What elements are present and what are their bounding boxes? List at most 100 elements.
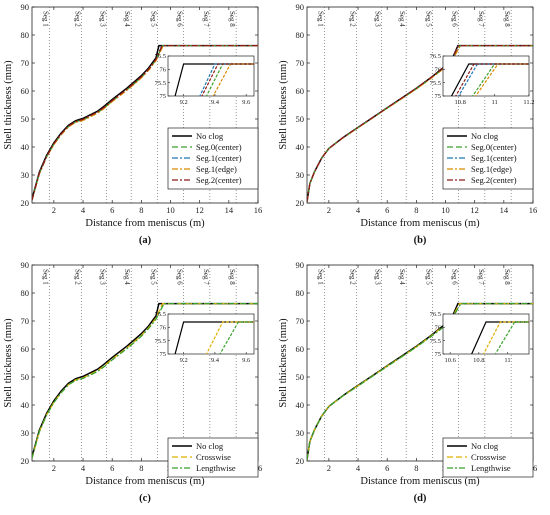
inset-x-tick-label: 9.6 xyxy=(242,99,251,106)
y-tick-label: 20 xyxy=(21,456,30,466)
segment-label: Seg 7 xyxy=(202,11,210,27)
x-tick-label: 8 xyxy=(139,205,143,215)
y-tick-label: 60 xyxy=(296,86,305,96)
x-tick-label: 6 xyxy=(110,463,114,473)
segment-label: Seg 8 xyxy=(503,11,511,27)
y-tick-label: 60 xyxy=(21,344,30,354)
inset-y-tick-label: 76 xyxy=(160,325,167,332)
x-tick-label: 6 xyxy=(385,205,389,215)
chart-panel: Seg 1 Seg 2 Seg 3 Seg 4 Seg 5 Seg 6 Seg 7 Seg 8… xyxy=(3,260,285,504)
y-tick-label: 20 xyxy=(296,198,305,208)
legend-entry: Crosswise xyxy=(196,452,231,462)
y-tick-label: 40 xyxy=(21,400,30,410)
inset-x-tick-label: 9.2 xyxy=(180,357,188,364)
chart-panel: Seg 1 Seg 2 Seg 3 Seg 4 Seg 5 Seg 6 Seg 7 Seg 8… xyxy=(3,2,285,246)
segment-label: Seg 7 xyxy=(202,269,210,285)
x-tick-label: 16 xyxy=(529,205,538,215)
inset-x-tick-label: 9.4 xyxy=(211,357,220,364)
y-axis-label: Shell thickness (mm) xyxy=(278,318,289,408)
y-tick-label: 90 xyxy=(21,2,30,12)
segment-label: Seg 6 xyxy=(176,269,184,285)
segment-label: Seg 3 xyxy=(373,269,381,285)
x-tick-label: 8 xyxy=(414,205,418,215)
x-tick-label: 6 xyxy=(385,463,389,473)
y-tick-label: 50 xyxy=(296,372,305,382)
inset-y-tick-label: 75.5 xyxy=(430,80,441,87)
inset-x-tick-label: 10.8 xyxy=(473,357,484,364)
segment-label: Seg 2 xyxy=(74,269,82,285)
y-tick-label: 70 xyxy=(296,316,305,326)
x-tick-label: 2 xyxy=(52,205,56,215)
y-axis-label: Shell thickness (mm) xyxy=(3,60,14,150)
inset-y-tick-label: 75.5 xyxy=(430,338,441,345)
y-tick-label: 20 xyxy=(296,456,305,466)
x-tick-label: 4 xyxy=(356,463,361,473)
y-tick-label: 90 xyxy=(296,2,305,12)
panel-letter: (c) xyxy=(139,493,151,504)
y-tick-label: 80 xyxy=(296,30,305,40)
y-tick-label: 40 xyxy=(296,142,305,152)
x-tick-label: 12 xyxy=(470,205,479,215)
x-tick-label: 8 xyxy=(414,463,418,473)
chart-panel: Seg 1 Seg 2 Seg 3 Seg 4 Seg 5 Seg 6 Seg 7 Seg 8… xyxy=(278,260,550,504)
segment-label: Seg 8 xyxy=(228,269,236,285)
segment-label: Seg 1 xyxy=(41,269,49,285)
x-tick-label: 4 xyxy=(356,205,361,215)
plot-area xyxy=(32,265,258,461)
x-tick-label: 2 xyxy=(327,205,331,215)
plot-area xyxy=(307,265,533,461)
inset-box xyxy=(443,314,529,354)
inset-box xyxy=(443,56,529,96)
x-tick-label: 10 xyxy=(441,205,450,215)
inset-x-tick-label: 9.4 xyxy=(211,99,220,106)
x-axis-label: Distance from meniscus (m) xyxy=(85,476,205,487)
panel-letter: (b) xyxy=(414,235,427,246)
x-tick-label: 14 xyxy=(225,205,234,215)
x-tick-label: 8 xyxy=(139,463,143,473)
legend-entry: No clog xyxy=(196,441,224,451)
legend-entry: Seg.2(center) xyxy=(196,175,242,185)
inset-y-tick-label: 75 xyxy=(160,351,167,358)
x-axis-label: Distance from meniscus (m) xyxy=(85,218,205,229)
x-tick-label: 2 xyxy=(52,463,56,473)
segment-label: Seg 2 xyxy=(349,11,357,27)
segment-label: Seg 8 xyxy=(228,11,236,27)
y-tick-label: 90 xyxy=(21,260,30,270)
inset-y-tick-label: 76 xyxy=(160,67,167,74)
chart-panel: Seg 1 Seg 2 Seg 3 Seg 4 Seg 5 Seg 6 Seg 7 Seg 8… xyxy=(278,2,550,246)
segment-label: Seg 8 xyxy=(503,269,511,285)
legend-entry: Crosswise xyxy=(471,452,506,462)
y-tick-label: 40 xyxy=(21,142,30,152)
inset-y-tick-label: 75 xyxy=(435,93,442,100)
inset-x-tick-label: 11 xyxy=(491,99,497,106)
segment-label: Seg 7 xyxy=(477,11,485,27)
legend-entry: No clog xyxy=(471,441,499,451)
legend-entry: Seg.1(center) xyxy=(196,153,242,163)
inset-x-tick-label: 11.2 xyxy=(523,99,534,106)
inset-y-tick-label: 76.5 xyxy=(430,311,441,318)
y-tick-label: 40 xyxy=(296,400,305,410)
segment-label: Seg 6 xyxy=(176,11,184,27)
y-tick-label: 60 xyxy=(296,344,305,354)
panel-letter: (d) xyxy=(414,493,427,504)
legend-entry: Lengthwise xyxy=(471,463,511,473)
inset-y-tick-label: 75 xyxy=(435,351,442,358)
segment-label: Seg 7 xyxy=(477,269,485,285)
segment-label: Seg 3 xyxy=(98,11,106,27)
inset-x-tick-label: 11 xyxy=(504,357,510,364)
legend-entry: Seg.1(center) xyxy=(471,153,517,163)
inset-x-tick-label: 10.8 xyxy=(455,99,466,106)
y-tick-label: 30 xyxy=(21,428,30,438)
segment-label: Seg 4 xyxy=(123,11,131,27)
y-tick-label: 80 xyxy=(21,288,30,298)
y-tick-label: 90 xyxy=(296,260,305,270)
inset-y-tick-label: 75.5 xyxy=(155,80,166,87)
inset-y-tick-label: 76.5 xyxy=(430,53,441,60)
y-tick-label: 20 xyxy=(21,198,30,208)
y-tick-label: 70 xyxy=(296,58,305,68)
inset-y-tick-label: 76.5 xyxy=(155,53,166,60)
y-tick-label: 50 xyxy=(21,372,30,382)
y-tick-label: 50 xyxy=(21,114,30,124)
inset-y-tick-label: 75 xyxy=(160,93,167,100)
